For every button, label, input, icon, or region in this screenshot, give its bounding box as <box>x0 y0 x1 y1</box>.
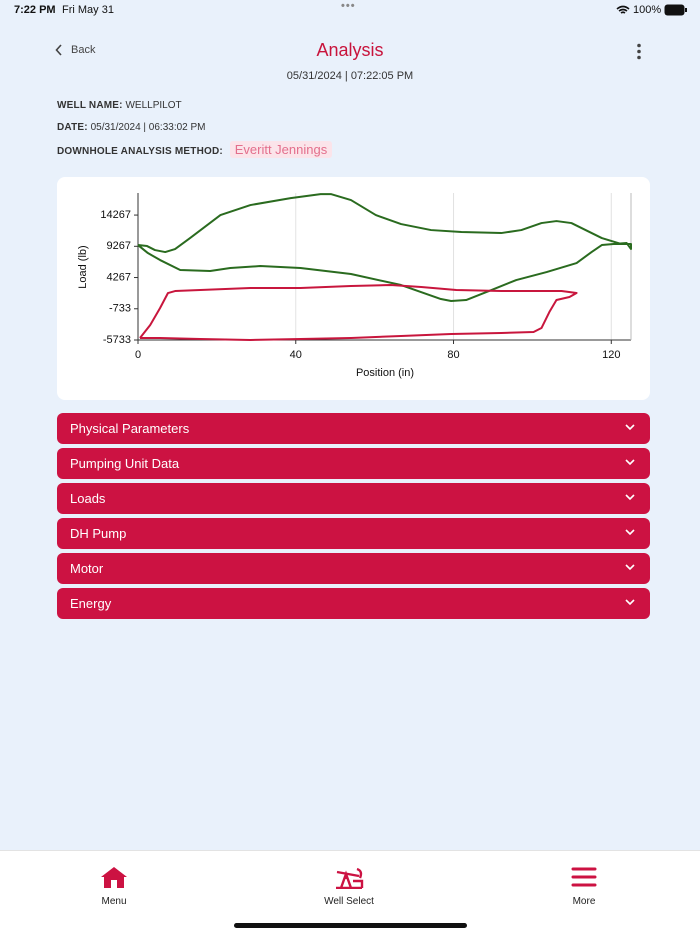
section-title: Energy <box>70 596 112 611</box>
info-value: 05/31/2024 | 06:33:02 PM <box>90 122 206 133</box>
section-title: Pumping Unit Data <box>70 456 180 471</box>
status-date: Fri May 31 <box>62 4 114 16</box>
tab-more[interactable]: More <box>524 865 644 907</box>
accordion-header[interactable]: Loads <box>57 483 650 514</box>
chevron <box>625 459 635 466</box>
tab-bar: Menu Well Select More <box>0 850 700 934</box>
y-tick-label: 14267 <box>100 209 131 221</box>
chart-card: Load (lb) Position (in) 0 40 80 120 -5733 -73… <box>57 177 650 400</box>
info-label: DATE: <box>57 122 88 133</box>
status-time: 7:22 PM <box>14 4 56 16</box>
x-tick-label: 40 <box>290 349 302 361</box>
y-tick-label: 4267 <box>107 271 131 283</box>
info-label: WELL NAME: <box>57 100 123 111</box>
y-tick-label: 9267 <box>107 240 131 252</box>
home-icon <box>101 867 127 888</box>
section-title: Loads <box>70 491 106 506</box>
accordion-header[interactable]: DH Pump <box>57 518 650 549</box>
timestamp: 05/31/2024 | 07:22:05 PM <box>286 70 414 82</box>
tab-label: Well Select <box>324 896 374 907</box>
section-title: DH Pump <box>70 526 127 541</box>
home-indicator <box>234 923 467 928</box>
back-label: Back <box>71 44 96 56</box>
pumpjack-icon <box>336 867 364 890</box>
x-tick-label: 120 <box>602 349 620 361</box>
tab-menu[interactable]: Menu <box>54 865 174 907</box>
section-title: Motor <box>70 561 104 576</box>
accordion-header[interactable]: Energy <box>57 588 650 619</box>
more-menu[interactable] <box>635 43 643 61</box>
method-pill: Everitt Jennings <box>229 141 333 158</box>
multitask-dots[interactable]: ••• <box>341 0 356 12</box>
chevron <box>625 599 635 606</box>
wifi-icon <box>616 5 630 14</box>
hamburger-icon <box>571 867 597 887</box>
series-line <box>137 193 632 303</box>
info-value: WELLPILOT <box>125 100 182 111</box>
accordion-header[interactable]: Motor <box>57 553 650 584</box>
tab-well-select[interactable]: Well Select <box>289 865 409 907</box>
accordion-header[interactable]: Pumping Unit Data <box>57 448 650 479</box>
x-axis-label: Position (in) <box>356 367 414 379</box>
back-button[interactable]: Back <box>55 44 95 56</box>
battery-text: 100% <box>633 4 662 16</box>
chevron <box>625 494 635 501</box>
tab-label: Menu <box>101 896 127 907</box>
y-tick-label: -5733 <box>103 334 131 346</box>
chart: Load (lb) Position (in) 0 40 80 120 -5733 -73… <box>77 193 632 379</box>
chevron <box>625 529 635 536</box>
chevron <box>625 424 635 431</box>
y-tick-label: -733 <box>109 303 131 315</box>
info-row: WELL NAME: WELLPILOT <box>57 100 182 111</box>
battery-icon <box>664 4 687 16</box>
info-row: DOWNHOLE ANALYSIS METHOD: Everitt Jennin… <box>57 141 333 158</box>
info-label: DOWNHOLE ANALYSIS METHOD: <box>57 146 223 157</box>
series-line <box>139 284 578 341</box>
accordion-header[interactable]: Physical Parameters <box>57 413 650 444</box>
info-row: DATE: 05/31/2024 | 06:33:02 PM <box>57 122 206 133</box>
section-title: Physical Parameters <box>70 421 190 436</box>
y-axis-label: Load (lb) <box>77 245 89 288</box>
page-title: Analysis <box>316 40 384 60</box>
x-tick-label: 0 <box>135 349 141 361</box>
back-chevron <box>55 44 62 56</box>
tab-label: More <box>572 896 596 907</box>
chevron <box>625 564 635 571</box>
x-tick-label: 80 <box>447 349 459 361</box>
